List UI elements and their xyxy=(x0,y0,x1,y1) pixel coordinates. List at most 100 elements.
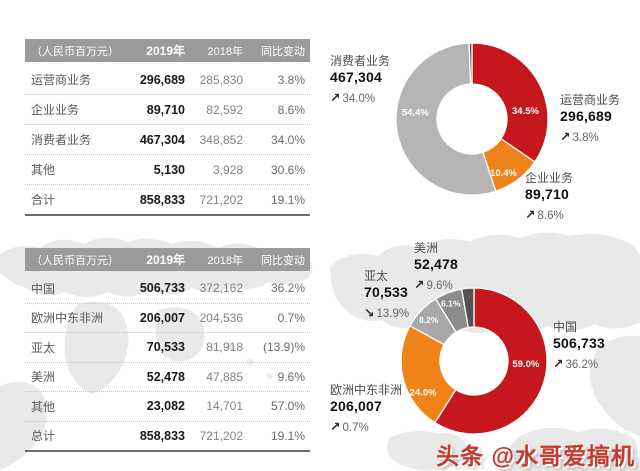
table-cell: 0.7% xyxy=(277,310,305,325)
slice-percent-label: 8.2% xyxy=(419,315,439,325)
callout-value: 206,007 xyxy=(330,398,383,414)
slice-percent-label: 54.4% xyxy=(402,108,429,119)
donut-slice xyxy=(395,42,497,196)
table-row: 美洲 52,478 47,885 9.6% xyxy=(25,363,310,392)
table-cell: 19.1% xyxy=(270,192,305,207)
column-header: 2018年 xyxy=(207,45,243,58)
table-row: 合计 858,833 721,202 19.1% xyxy=(25,185,310,214)
donut-callout: 企业业务 89,710 ↗ 8.6% xyxy=(525,171,573,223)
table-cell: 52,478 xyxy=(146,369,185,384)
donut-svg: 34.5% 10.4% 54.4% xyxy=(395,42,549,196)
arrow-up-right-icon: ↗ xyxy=(560,129,571,144)
callout-change-percent: 13.9% xyxy=(376,308,410,320)
watermark-text: 头条 @水哥爱搞机 xyxy=(436,443,635,469)
callout-value: 506,733 xyxy=(553,335,606,351)
callout-value: 296,689 xyxy=(560,108,613,124)
callout-name: 消费者业务 xyxy=(330,54,391,68)
column-header: （人民币百万元） xyxy=(31,254,119,267)
donut-callout: 亚太 70,533 ↘ 13.9% xyxy=(364,269,409,321)
table-cell: 47,885 xyxy=(206,369,243,384)
table-cell: 运营商业务 xyxy=(31,73,92,87)
table-row: 总计 858,833 721,202 19.1% xyxy=(25,422,310,451)
table-cell: 其他 xyxy=(31,163,56,177)
callout-value: 89,710 xyxy=(525,186,570,202)
donut-slice xyxy=(400,325,457,424)
table-row: 运营商业务 296,689 285,830 3.8% xyxy=(25,65,310,95)
callout-name: 运营商业务 xyxy=(560,93,621,107)
map-landmass xyxy=(64,301,129,394)
column-header: 2019年 xyxy=(146,253,185,267)
column-header: 2019年 xyxy=(146,44,185,58)
table-cell: 中国 xyxy=(31,281,56,296)
table-header: （人民币百万元） 2019年 2018年 同比变动 xyxy=(25,248,310,271)
table-cell: 9.6% xyxy=(277,369,305,384)
table-cell: 467,304 xyxy=(139,132,185,147)
slice-percent-label: 24.0% xyxy=(410,387,437,398)
donut-svg: 59.0% 24.0% 8.2%6.1% xyxy=(400,287,548,435)
table-cell: 14,701 xyxy=(206,399,243,414)
column-header: 2018年 xyxy=(207,254,243,267)
donut-slice xyxy=(461,287,475,329)
table-row: 亚太 70,533 81,918 (13.9)% xyxy=(25,333,310,363)
slice-percent-label: 34.5% xyxy=(512,106,539,117)
callout-value: 70,533 xyxy=(364,284,409,300)
arrow-down-right-icon: ↘ xyxy=(364,305,375,320)
table-cell: 23,082 xyxy=(146,399,185,414)
table-cell: 296,689 xyxy=(139,72,185,87)
table-row: 欧洲中东非洲 206,007 204,536 0.7% xyxy=(25,304,310,333)
arrow-up-right-icon: ↗ xyxy=(525,207,536,222)
callout-change: ↗ 3.8% xyxy=(560,130,620,145)
table-cell: 企业业务 xyxy=(31,103,80,117)
donut-slice xyxy=(471,42,549,163)
table-cell: 30.6% xyxy=(270,162,305,177)
donut-callout: 美洲 52,478 ↗ 9.6% xyxy=(414,241,458,293)
table-row: 其他 5,130 3,928 30.6% xyxy=(25,155,310,185)
table-cell: 858,833 xyxy=(139,428,185,443)
table-cell: 70,533 xyxy=(146,340,185,355)
donut-callout: 中国 506,733 ↗ 36.2% xyxy=(553,320,605,372)
table-cell: 消费者业务 xyxy=(31,133,92,147)
table-cell: 204,536 xyxy=(199,310,243,325)
map-landmass xyxy=(0,381,48,470)
table-cell: 8.6% xyxy=(277,102,305,117)
map-landmass xyxy=(330,232,640,333)
table-cell: 3,928 xyxy=(212,162,243,177)
donut-callout: 欧洲中东非洲 206,007 ↗ 0.7% xyxy=(330,383,402,435)
callout-change-percent: 36.2% xyxy=(565,359,599,371)
slice-percent-label: 10.4% xyxy=(490,168,517,179)
callout-change-percent: 0.7% xyxy=(342,422,369,434)
table-cell: 206,007 xyxy=(139,310,185,325)
column-header: （人民币百万元） xyxy=(31,45,119,58)
table-cell: 506,733 xyxy=(139,281,185,296)
table-cell: 81,918 xyxy=(206,340,243,355)
table-rows: 中国 506,733 372,162 36.2% 欧洲中东非洲 206,007 204,53… xyxy=(25,274,310,452)
callout-change: ↘ 13.9% xyxy=(364,306,409,321)
callout-change: ↗ 0.7% xyxy=(330,420,402,435)
donut-callout: 运营商业务 296,689 ↗ 3.8% xyxy=(560,93,620,145)
arrow-up-right-icon: ↗ xyxy=(414,277,425,292)
map-landmass xyxy=(590,335,640,436)
column-header: 同比变动 xyxy=(261,254,305,267)
world-map-background xyxy=(0,232,640,471)
table-cell: 82,592 xyxy=(206,102,243,117)
callout-change: ↗ 36.2% xyxy=(553,357,605,372)
table-cell: 372,162 xyxy=(199,281,243,296)
table-rows: 运营商业务 296,689 285,830 3.8% 企业业务 89,710 82,592 8… xyxy=(25,65,310,216)
table-cell: 348,852 xyxy=(199,132,243,147)
table-cell: 89,710 xyxy=(146,102,185,117)
callout-change: ↗ 9.6% xyxy=(414,278,458,293)
table-cell: 其他 xyxy=(31,399,56,414)
table-cell: 美洲 xyxy=(31,370,56,385)
table-header: （人民币百万元） 2019年 2018年 同比变动 xyxy=(25,39,310,62)
callout-name: 企业业务 xyxy=(525,171,574,185)
table-cell: 合计 xyxy=(31,193,56,207)
table-row: 其他 23,082 14,701 57.0% xyxy=(25,392,310,422)
table-cell: 57.0% xyxy=(270,399,305,414)
table-cell: 285,830 xyxy=(199,72,243,87)
callout-name: 美洲 xyxy=(414,241,439,255)
arrow-up-right-icon: ↗ xyxy=(330,419,341,434)
region-revenue-table: （人民币百万元） 2019年 2018年 同比变动 中国 506,733 372,162 3… xyxy=(25,248,310,452)
callout-name: 欧洲中东非洲 xyxy=(330,383,403,397)
callout-change-percent: 9.6% xyxy=(426,280,453,292)
